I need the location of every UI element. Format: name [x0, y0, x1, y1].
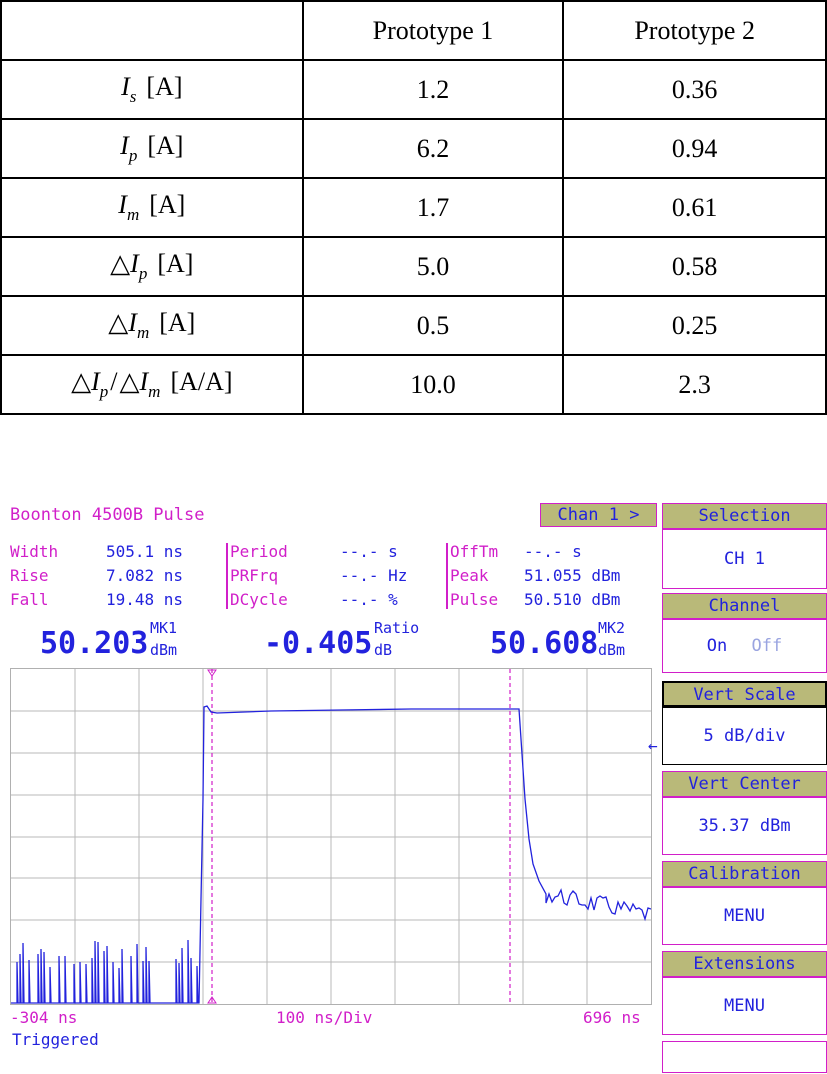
header-blank	[0, 0, 304, 61]
marker-1-top-icon	[207, 669, 217, 677]
pulse-value: 50.510 dBm	[524, 590, 621, 609]
offtm-label: OffTm	[450, 542, 499, 561]
x-end-label: 696 ns	[583, 1008, 641, 1027]
cell-p2: 0.61	[562, 177, 827, 238]
plot-svg	[11, 669, 651, 1004]
mk1-label: MK1	[150, 619, 178, 637]
vert-scale-header[interactable]: Vert Scale	[662, 681, 827, 707]
channel-toggle[interactable]: On Off	[662, 619, 827, 673]
divider	[446, 543, 448, 609]
x-start-label: -304 ns	[10, 1008, 78, 1027]
cell-p1: 10.0	[301, 354, 565, 415]
offtm-value: --.- s	[524, 542, 582, 561]
row-label: △Ip [A]	[0, 236, 304, 297]
header-prototype-1: Prototype 1	[301, 0, 565, 61]
cell-p2: 0.94	[562, 118, 827, 179]
cell-p1: 1.7	[301, 177, 565, 238]
dcycle-value: --.- %	[340, 590, 398, 609]
scale-pointer-icon: ←	[648, 736, 658, 755]
cell-p1: 5.0	[301, 236, 565, 297]
row-label: △Ip/△Im [A/A]	[0, 354, 304, 415]
cell-p1: 6.2	[301, 118, 565, 179]
prfrq-value: --.- Hz	[340, 566, 408, 585]
pulse-label: Pulse	[450, 590, 499, 609]
row-label: Im [A]	[0, 177, 304, 238]
period-label: Period	[230, 542, 288, 561]
selection-value[interactable]: CH 1	[662, 529, 827, 589]
cell-p2: 0.58	[562, 236, 827, 297]
vert-center-value[interactable]: 35.37 dBm	[662, 797, 827, 855]
channel-on-option[interactable]: On	[706, 636, 728, 656]
row-label: △Im [A]	[0, 295, 304, 356]
table-row: Im [A] 1.7 0.61	[0, 177, 827, 238]
extensions-header[interactable]: Extensions	[662, 951, 827, 977]
mk1-unit: dBm	[150, 641, 178, 659]
selection-header[interactable]: Selection	[662, 503, 827, 529]
dcycle-label: DCycle	[230, 590, 288, 609]
cell-p1: 0.5	[301, 295, 565, 356]
peak-label: Peak	[450, 566, 489, 585]
period-value: --.- s	[340, 542, 398, 561]
calibration-header[interactable]: Calibration	[662, 861, 827, 887]
mk1-value: 50.203	[40, 626, 149, 661]
width-value: 505.1 ns	[106, 542, 184, 561]
channel-off-option[interactable]: Off	[751, 636, 783, 656]
cell-p2: 0.36	[562, 59, 827, 120]
table-row: △Ip/△Im [A/A] 10.0 2.3	[0, 354, 827, 415]
divider	[226, 543, 228, 609]
empty-softkey[interactable]	[662, 1041, 827, 1073]
fall-value: 19.48 ns	[106, 590, 184, 609]
mk2-label: MK2	[598, 619, 626, 637]
x-div-label: 100 ns/Div	[276, 1008, 373, 1027]
ratio-label: Ratio	[374, 619, 420, 637]
width-label: Width	[10, 542, 59, 561]
results-table: Prototype 1 Prototype 2 Is [A] 1.2 0.36 I…	[0, 0, 827, 415]
fall-label: Fall	[10, 590, 49, 609]
table-header-row: Prototype 1 Prototype 2	[0, 0, 827, 61]
ratio-unit: dB	[374, 641, 393, 659]
ratio-value: -0.405	[264, 626, 373, 661]
rise-value: 7.082 ns	[106, 566, 184, 585]
table-row: Is [A] 1.2 0.36	[0, 59, 827, 120]
extensions-menu-button[interactable]: MENU	[662, 977, 827, 1035]
pulse-trace	[11, 705, 651, 1004]
row-label: Is [A]	[0, 59, 304, 120]
channel-header[interactable]: Channel	[662, 593, 827, 619]
vert-center-header[interactable]: Vert Center	[662, 771, 827, 797]
mk2-value: 50.608	[490, 626, 599, 661]
marker-1-bottom-icon	[207, 996, 217, 1004]
cell-p2: 2.3	[562, 354, 827, 415]
peak-value: 51.055 dBm	[524, 566, 621, 585]
calibration-menu-button[interactable]: MENU	[662, 887, 827, 945]
scope-plot[interactable]	[10, 668, 652, 1005]
table-row: Ip [A] 6.2 0.94	[0, 118, 827, 179]
prfrq-label: PRFrq	[230, 566, 279, 585]
cell-p2: 0.25	[562, 295, 827, 356]
table-row: △Ip [A] 5.0 0.58	[0, 236, 827, 297]
header-prototype-2: Prototype 2	[562, 0, 827, 61]
row-label: Ip [A]	[0, 118, 304, 179]
mk2-unit: dBm	[598, 641, 626, 659]
scope-title: Boonton 4500B Pulse	[10, 505, 205, 525]
rise-label: Rise	[10, 566, 49, 585]
table-row: △Im [A] 0.5 0.25	[0, 295, 827, 356]
chan-1-button[interactable]: Chan 1 >	[540, 503, 657, 527]
vert-scale-value[interactable]: 5 dB/div	[662, 707, 827, 765]
trigger-status: Triggered	[12, 1030, 99, 1049]
cell-p1: 1.2	[301, 59, 565, 120]
